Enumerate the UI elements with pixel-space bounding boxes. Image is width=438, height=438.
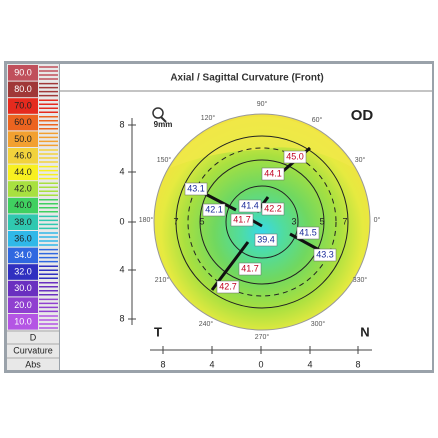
reading: 41.7 — [241, 263, 259, 273]
x-tick-label: 4 — [209, 359, 214, 369]
reading: 42.7 — [219, 281, 237, 291]
scale-swatch — [8, 114, 38, 131]
reading-box — [296, 226, 320, 240]
scale-swatch — [8, 164, 38, 181]
reading: 43.1 — [187, 183, 205, 193]
reading-box — [238, 199, 262, 213]
scale-footer: D — [30, 332, 37, 342]
reading: 39.4 — [257, 234, 275, 244]
angle-label: 30° — [355, 156, 366, 164]
scale-swatch — [8, 197, 38, 214]
zoom-icon — [160, 116, 167, 123]
scale-label: 38.0 — [14, 217, 32, 227]
scale-label: 40.0 — [14, 200, 32, 210]
scale-label: 10.0 — [14, 316, 32, 326]
reading-box — [202, 203, 226, 217]
scale-label: 80.0 — [14, 84, 32, 94]
scale-swatch — [8, 81, 38, 98]
angle-label: 60° — [312, 116, 323, 124]
angle-label: 210° — [155, 276, 170, 284]
scale-swatch — [8, 214, 38, 230]
reading-box — [283, 150, 307, 164]
scale-label: 70.0 — [14, 101, 32, 111]
x-tick-label: 0 — [258, 359, 263, 369]
scale-label: 30.0 — [14, 283, 32, 293]
scale-label: 34.0 — [14, 250, 32, 260]
map-region — [170, 116, 354, 168]
reading: 41.4 — [241, 200, 259, 210]
scale-label: 90.0 — [14, 67, 32, 77]
zoom-icon — [152, 107, 164, 119]
scale-swatch — [8, 280, 38, 297]
scale-label: 44.0 — [14, 167, 32, 177]
scale-swatch — [8, 314, 38, 330]
reading-box — [216, 280, 240, 294]
angle-label: 150° — [157, 156, 172, 164]
reading-box — [254, 233, 278, 247]
angle-label: 180° — [139, 216, 154, 224]
reading-box — [184, 182, 208, 196]
scale-swatch — [8, 148, 38, 164]
scale-swatch — [8, 231, 38, 247]
rings — [153, 113, 371, 331]
ring-label: 5 — [319, 216, 324, 226]
reading: 42.1 — [205, 204, 223, 214]
title: Axial / Sagittal Curvature (Front) — [170, 73, 323, 84]
y-tick-label: 4 — [119, 166, 124, 176]
scale-label: 46.0 — [14, 150, 32, 160]
y-tick-label: 8 — [119, 313, 124, 323]
x-tick-label: 4 — [307, 359, 312, 369]
scale-swatch — [8, 247, 38, 264]
ring-label: 3 — [291, 216, 296, 226]
reading: 42.2 — [264, 203, 282, 213]
ring-label: 7 — [342, 216, 347, 226]
reading-box — [313, 248, 337, 262]
scale-swatch — [8, 297, 38, 313]
scale-footer: Curvature — [13, 345, 53, 355]
angle-label: 330° — [353, 276, 368, 284]
y-tick-label: 4 — [119, 264, 124, 274]
x-tick-label: 8 — [355, 359, 360, 369]
reading: 43.3 — [316, 249, 334, 259]
reading: 41.7 — [233, 214, 251, 224]
angle-label: 0° — [374, 216, 381, 224]
reading-box — [261, 202, 285, 216]
scale-label: 32.0 — [14, 267, 32, 277]
angle-label: 120° — [201, 114, 216, 122]
angle-label: 300° — [311, 320, 326, 328]
ring-label: 5 — [199, 216, 204, 226]
scale-label: 20.0 — [14, 300, 32, 310]
y-tick-label: 8 — [119, 119, 124, 129]
scale-swatch — [8, 264, 38, 280]
scale-label: 60.0 — [14, 117, 32, 127]
reading-box — [230, 213, 254, 227]
scale-swatch — [8, 65, 38, 81]
angle-label: 270° — [255, 333, 270, 341]
scale-label: 50.0 — [14, 134, 32, 144]
reading: 41.5 — [299, 227, 317, 237]
scale-label: 42.0 — [14, 184, 32, 194]
x-tick-label: 8 — [160, 359, 165, 369]
eye-label: OD — [351, 107, 374, 124]
y-tick-label: 0 — [119, 216, 124, 226]
scale-swatch — [8, 181, 38, 197]
angle-label: 90° — [257, 100, 268, 108]
reading-box — [238, 262, 262, 276]
scale-swatch — [8, 98, 38, 114]
scale-swatch — [8, 131, 38, 147]
reading: 44.1 — [264, 168, 282, 178]
reading: 45.0 — [286, 151, 304, 161]
temporal-label: T — [154, 324, 162, 339]
zoom-label: 9mm — [154, 120, 173, 129]
reading-box — [261, 167, 285, 181]
scale-footer: Abs — [25, 359, 41, 369]
ring-label: 7 — [173, 216, 178, 226]
scale-label: 36.0 — [14, 233, 32, 243]
angle-label: 240° — [199, 320, 214, 328]
nasal-label: N — [360, 324, 369, 339]
curvature-map — [154, 114, 370, 330]
